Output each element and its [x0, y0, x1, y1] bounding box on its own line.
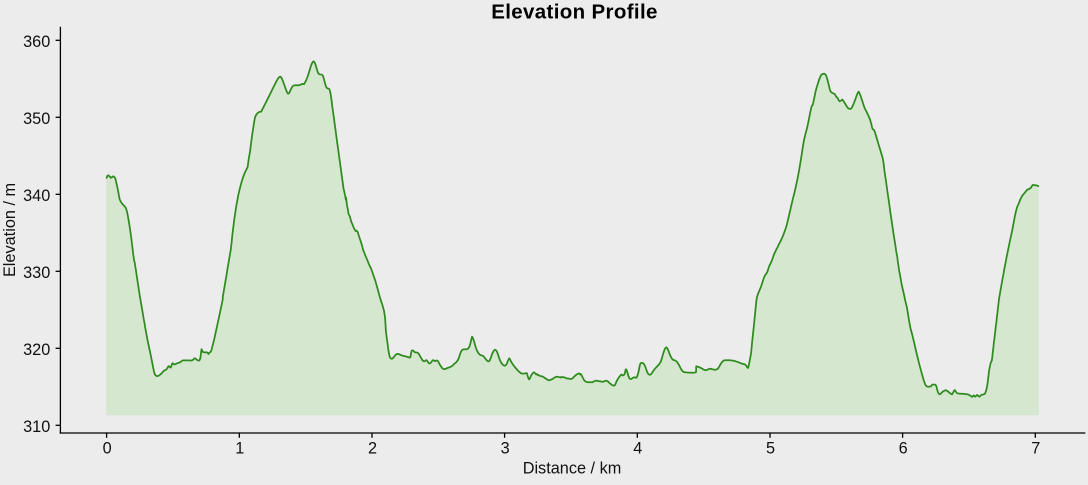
- svg-text:3: 3: [501, 440, 510, 458]
- svg-text:310: 310: [23, 418, 50, 436]
- svg-text:Distance / km: Distance / km: [523, 459, 622, 477]
- svg-text:4: 4: [633, 440, 642, 458]
- svg-text:Elevation Profile: Elevation Profile: [491, 1, 658, 24]
- svg-text:340: 340: [23, 187, 50, 205]
- svg-text:1: 1: [235, 440, 244, 458]
- svg-text:6: 6: [899, 440, 908, 458]
- svg-text:320: 320: [23, 341, 50, 359]
- svg-text:7: 7: [1031, 440, 1040, 458]
- svg-text:Elevation / m: Elevation / m: [1, 183, 19, 277]
- svg-text:0: 0: [103, 440, 112, 458]
- svg-text:360: 360: [23, 33, 50, 51]
- svg-text:2: 2: [368, 440, 377, 458]
- svg-text:330: 330: [23, 264, 50, 282]
- svg-text:350: 350: [23, 110, 50, 128]
- svg-text:5: 5: [766, 440, 775, 458]
